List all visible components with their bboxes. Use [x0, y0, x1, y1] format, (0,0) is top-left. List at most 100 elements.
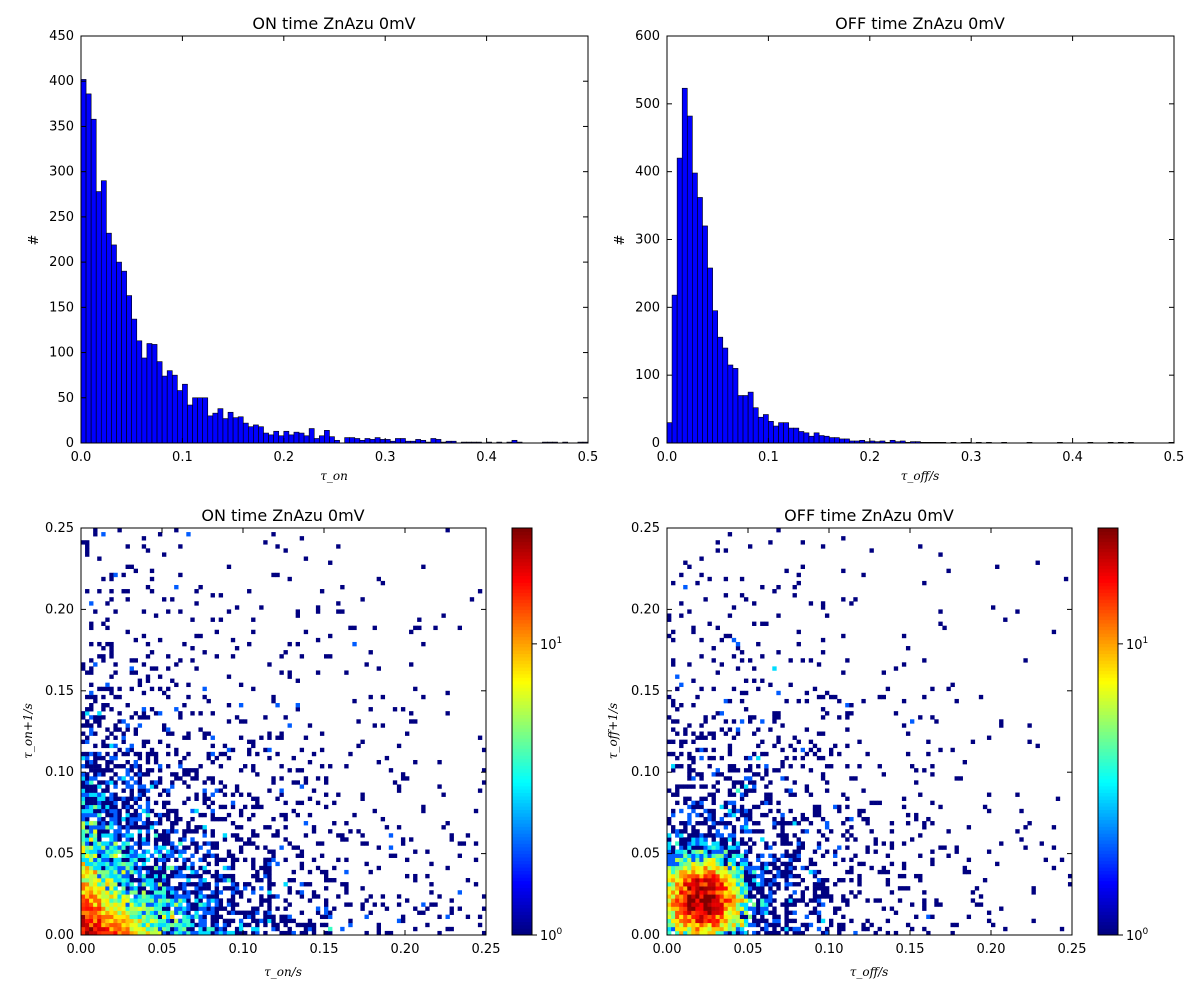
- heatmap-cell: [752, 882, 757, 887]
- heatmap-cell: [675, 882, 680, 887]
- histogram-bar: [192, 397, 198, 444]
- heatmap-cell: [699, 654, 704, 659]
- heatmap-cell: [752, 869, 757, 875]
- heatmap-cell: [711, 886, 716, 891]
- heatmap-cell: [226, 910, 232, 915]
- heatmap-cell: [760, 873, 765, 879]
- heatmap-cell: [206, 755, 211, 761]
- heatmap-cell: [804, 922, 810, 928]
- heatmap-cell: [267, 914, 272, 920]
- heatmap-cell: [999, 841, 1004, 846]
- heatmap-cell: [1031, 890, 1036, 895]
- heatmap-cell: [178, 849, 183, 854]
- histogram-bar: [395, 438, 401, 444]
- heatmap-cell: [109, 894, 114, 899]
- heatmap-cell: [81, 662, 86, 667]
- heatmap-cell: [735, 727, 741, 732]
- heatmap-cell: [703, 747, 708, 753]
- heatmap-cell: [287, 723, 292, 728]
- heatmap-cell: [723, 926, 729, 932]
- heatmap-cell: [715, 886, 720, 891]
- heatmap-cell: [186, 906, 191, 911]
- heatmap-cell: [141, 711, 147, 716]
- y-tick-label: 300: [49, 165, 74, 180]
- heatmap-cell: [683, 837, 688, 842]
- heatmap-cell: [857, 878, 862, 883]
- y-tick-label: 0.10: [631, 765, 660, 780]
- heatmap-cell: [222, 930, 228, 936]
- heatmap-cell: [157, 857, 163, 863]
- heatmap-cell: [105, 601, 110, 606]
- heatmap-cell: [141, 772, 147, 777]
- heatmap-cell: [820, 605, 826, 610]
- heatmap-cell: [901, 723, 907, 728]
- heatmap-cell: [691, 808, 696, 814]
- heatmap-cell: [162, 869, 167, 875]
- heatmap-cell: [267, 731, 272, 736]
- heatmap-cell: [695, 898, 700, 903]
- heatmap-cell: [707, 755, 712, 761]
- heatmap-cell: [247, 841, 252, 846]
- heatmap-cell: [109, 650, 114, 655]
- heatmap-cell: [283, 930, 288, 936]
- heatmap-cell: [922, 768, 927, 773]
- heatmap-cell: [723, 873, 729, 879]
- heatmap-cell: [149, 780, 155, 785]
- heatmap-cell: [81, 833, 86, 838]
- heatmap-cell: [93, 865, 98, 871]
- heatmap-cell: [157, 865, 163, 871]
- heatmap-cell: [930, 800, 935, 806]
- heatmap-cell: [255, 804, 260, 810]
- heatmap-cell: [226, 853, 232, 858]
- heatmap-cell: [679, 853, 684, 858]
- heatmap-cell: [117, 898, 122, 903]
- heatmap-cell: [145, 788, 151, 793]
- heatmap-cell: [715, 873, 720, 879]
- heatmap-cell: [89, 768, 94, 773]
- heatmap-cell: [137, 914, 143, 920]
- heatmap-cell: [995, 564, 1000, 569]
- heatmap-cell: [271, 532, 276, 537]
- heatmap-cell: [141, 662, 147, 667]
- histogram-bar: [217, 408, 224, 444]
- y-tick-label: 100: [49, 346, 74, 361]
- heatmap-cell: [89, 784, 94, 789]
- heatmap-cell: [695, 821, 700, 826]
- heatmap-cell: [865, 821, 870, 826]
- heatmap-cell: [748, 780, 753, 785]
- heatmap-cell: [457, 625, 462, 631]
- y-tick-label: 0.25: [631, 521, 660, 536]
- heatmap-cell: [238, 812, 244, 818]
- heatmap-cell: [105, 703, 110, 708]
- heatmap-cell: [707, 930, 712, 936]
- heatmap-cell: [748, 845, 753, 850]
- heatmap-cell: [311, 922, 317, 928]
- heatmap-cell: [259, 865, 264, 871]
- heatmap-cell: [756, 764, 761, 769]
- heatmap-cell: [263, 869, 268, 875]
- heatmap-cell: [243, 922, 248, 928]
- heatmap-cell: [157, 914, 163, 920]
- heatmap-cell: [121, 898, 126, 903]
- colorbar-swatch: [512, 568, 532, 573]
- heatmap-cell: [437, 930, 442, 936]
- heatmap-cell: [748, 878, 753, 883]
- heatmap-cell: [954, 698, 959, 704]
- heatmap-cell: [141, 544, 147, 549]
- heatmap-cell: [691, 629, 696, 635]
- heatmap-cell: [287, 930, 292, 936]
- heatmap-cell: [715, 902, 720, 907]
- heatmap-cell: [421, 564, 426, 569]
- heatmap-cell: [671, 906, 676, 911]
- heatmap-cell: [679, 898, 684, 903]
- heatmap-cell: [671, 658, 676, 663]
- heatmap-cell: [829, 764, 834, 769]
- heatmap-cell: [198, 711, 203, 716]
- heatmap-cell: [683, 898, 688, 903]
- heatmap-cell: [81, 849, 86, 854]
- heatmap-cell: [279, 845, 284, 850]
- colorbar-swatch: [512, 650, 532, 654]
- heatmap-cell: [121, 719, 126, 724]
- heatmap-cell: [671, 882, 676, 887]
- heatmap-cell: [812, 873, 818, 879]
